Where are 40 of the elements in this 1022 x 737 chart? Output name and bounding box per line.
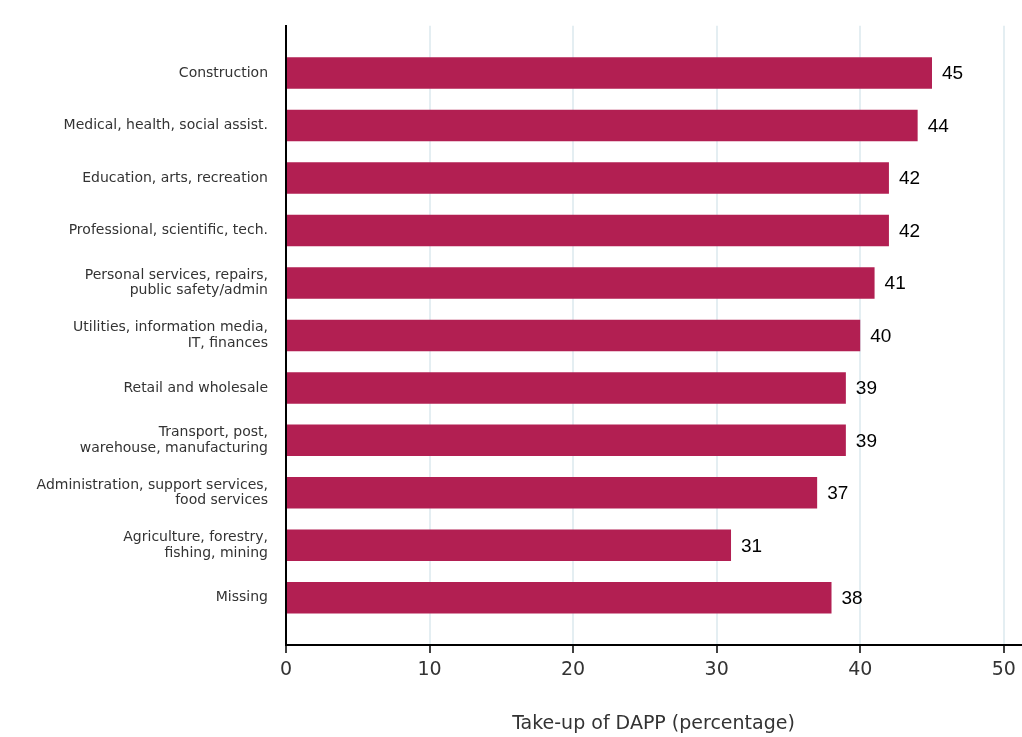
data-label: 44 <box>927 114 950 136</box>
data-label: 45 <box>942 62 964 84</box>
bar <box>287 372 846 404</box>
x-tick-label: 40 <box>848 657 873 680</box>
bar <box>287 214 889 247</box>
y-tick-label: Transport, post, warehouse, manufacturing <box>79 423 268 455</box>
data-label: 41 <box>884 272 906 294</box>
x-axis-title: Take-up of DAPP (percentage) <box>511 710 795 733</box>
x-tick-label: 30 <box>704 657 729 680</box>
y-tick-label: Professional, scientific, tech. <box>68 221 268 238</box>
x-tick-label: 0 <box>279 657 293 680</box>
bar <box>287 109 918 142</box>
y-tick-label: Construction <box>178 63 268 80</box>
x-tick-label: 50 <box>991 657 1016 680</box>
bar <box>287 162 889 194</box>
y-tick-label: Missing <box>215 588 268 605</box>
bar <box>287 424 846 457</box>
data-label: 38 <box>841 587 863 609</box>
bar <box>287 477 818 509</box>
bar <box>287 582 832 614</box>
data-label: 42 <box>898 219 921 241</box>
bar <box>287 529 732 562</box>
x-tick-label: 10 <box>417 657 442 680</box>
data-label: 37 <box>827 482 849 504</box>
y-tick-label: Personal services, repairs, public safety/admin <box>84 265 268 298</box>
data-label: 40 <box>870 324 892 346</box>
data-label: 31 <box>741 534 763 556</box>
y-tick-label: Education, arts, recreation <box>82 168 268 185</box>
y-tick-label: Agriculture, forestry, fishing, mining <box>123 528 268 560</box>
data-label: 39 <box>855 429 877 451</box>
bar <box>287 319 861 352</box>
data-label: 42 <box>898 167 921 189</box>
y-tick-label: Medical, health, social assist. <box>63 116 268 133</box>
bar <box>287 57 932 89</box>
y-tick-label: Administration, support services, food services <box>36 475 268 508</box>
y-tick-label: Retail and wholesale <box>123 378 268 395</box>
y-tick-label: Utilities, information media, IT, finances <box>73 318 268 350</box>
bar <box>287 267 875 299</box>
x-tick-label: 20 <box>561 657 586 680</box>
data-label: 39 <box>855 377 877 399</box>
